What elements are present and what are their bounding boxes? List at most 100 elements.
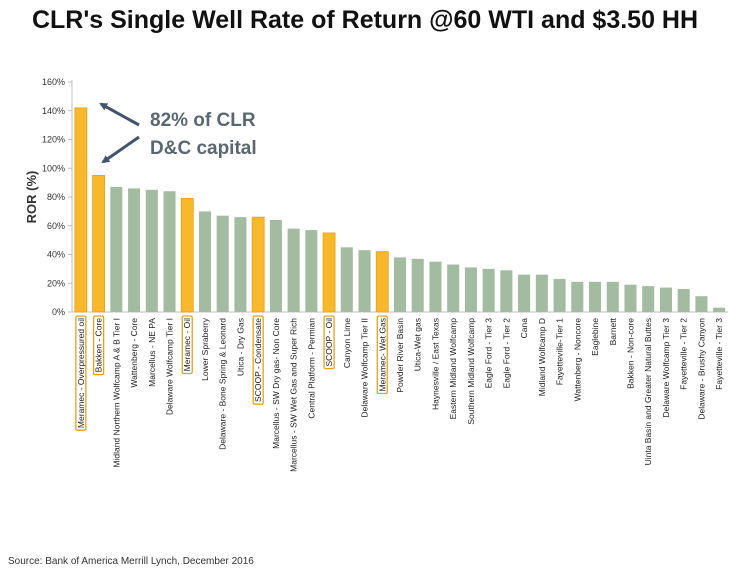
category-label: Midland Northern Wolfcamp A & B Tier I xyxy=(111,318,121,468)
category-label: Haynesville / East Texas xyxy=(430,318,440,410)
bar xyxy=(358,250,371,312)
category-label: Delaware Wolfcamp Tier I xyxy=(165,318,175,415)
category-label: Bakken - Core xyxy=(94,318,104,373)
bar xyxy=(234,217,247,313)
category-label: Wattenberg - Core xyxy=(129,318,139,388)
category-label: Meramec- Wet Gas xyxy=(377,318,387,392)
y-tick-label: 100% xyxy=(42,163,65,173)
bar xyxy=(128,188,141,313)
category-label: Southern Midland Wolfcamp xyxy=(466,318,476,425)
category-label: SCOOP - Condensate xyxy=(253,318,263,402)
annotation-text: D&C capital xyxy=(150,138,257,159)
category-label: Canyon Lime xyxy=(342,318,352,368)
bar xyxy=(269,220,282,312)
chart-title: CLR's Single Well Rate of Return @60 WTI… xyxy=(31,6,699,34)
bar xyxy=(216,215,229,312)
bar xyxy=(482,268,495,313)
bar xyxy=(74,107,88,313)
y-tick-label: 160% xyxy=(42,77,65,87)
bar xyxy=(624,284,637,312)
category-label: Barnett xyxy=(608,317,618,345)
bar xyxy=(180,198,194,313)
category-label: Fayetteville-Tier 1 xyxy=(555,318,565,386)
category-labels: Meramec - Overpressured oil Bakken - Core… xyxy=(75,315,724,472)
bar xyxy=(340,247,353,312)
category-label: Delaware Wolfcamp Tier II xyxy=(360,318,370,418)
category-label: Utica - Dry Gas xyxy=(235,318,245,376)
category-label: Powder River Basin xyxy=(395,318,405,393)
annotation-arrow xyxy=(101,135,140,164)
category-label: Fayetteville - Tier 3 xyxy=(714,318,724,390)
category-label: Bakken - Non-core xyxy=(625,318,635,389)
category-label: Delaware - Bone Spring & Leonard xyxy=(218,318,228,450)
bar xyxy=(447,264,460,312)
bar xyxy=(163,191,176,312)
bar xyxy=(110,186,123,312)
category-label: Wattenberg - Noncore xyxy=(572,318,582,402)
bar xyxy=(500,270,513,312)
annotation-arrow xyxy=(99,102,140,127)
highlight-label-box xyxy=(92,315,105,376)
category-label: Eaglebine xyxy=(590,318,600,356)
y-tick-label: 20% xyxy=(47,278,65,288)
category-label: Marcellus - SW Wet Gas and Super Rich xyxy=(289,318,299,472)
bar xyxy=(518,274,531,313)
category-label: Marcellus - NE PA xyxy=(147,318,157,387)
y-tick-label: 0% xyxy=(52,307,65,317)
bar xyxy=(287,228,300,313)
bar xyxy=(305,230,318,312)
category-label: Midland Wolfcamp D xyxy=(537,318,547,396)
bar xyxy=(429,261,442,312)
category-label: Meramec - Overpressured oil xyxy=(76,318,86,428)
bar xyxy=(411,258,424,312)
highlight-label-box xyxy=(252,315,264,405)
category-label: Eastern Midland Wolfcamp xyxy=(448,318,458,420)
bar xyxy=(642,286,655,313)
bar xyxy=(393,257,407,313)
bar xyxy=(322,232,336,313)
highlight-label-box xyxy=(376,315,388,395)
bar xyxy=(145,189,158,312)
highlight-label-box xyxy=(75,315,87,431)
highlight-label-box xyxy=(323,315,335,370)
category-label: Marcellus - SW Dry gas- Non Core xyxy=(271,318,281,449)
category-label: Cana xyxy=(519,318,529,339)
category-label: Fayetteville - Tier 2 xyxy=(679,318,689,390)
y-axis-label: ROR (%) xyxy=(24,171,39,224)
highlight-label-box xyxy=(181,315,193,375)
y-tick-label: 80% xyxy=(47,192,65,202)
category-label: Utica-Wet gas xyxy=(413,318,423,371)
y-tick-label: 60% xyxy=(47,221,65,231)
bar xyxy=(92,175,106,313)
source-note: Source: Bank of America Merrill Lynch, D… xyxy=(8,556,254,567)
bar xyxy=(713,307,726,312)
category-label: Lower Spraberry xyxy=(200,317,210,381)
annotations: 82% of CLR D&C capital xyxy=(99,102,257,164)
bar xyxy=(571,281,584,312)
bar xyxy=(251,216,265,313)
y-tick-label: 120% xyxy=(42,135,65,145)
category-label: Eagle Ford - Tier 3 xyxy=(484,318,494,389)
bar xyxy=(375,251,389,313)
bar xyxy=(464,267,477,312)
bar xyxy=(589,281,602,312)
bar xyxy=(695,296,708,312)
bars xyxy=(74,107,726,313)
category-label: SCOOP - Oil xyxy=(324,318,334,367)
bar xyxy=(535,274,548,313)
category-label: Uinta Basin and Greater Natural Buttes xyxy=(643,318,653,465)
bar xyxy=(677,289,690,312)
category-label: Delaware - Brushy Canyon xyxy=(696,318,706,420)
y-tick-label: 140% xyxy=(42,106,65,116)
category-label: Meramec - Oil xyxy=(182,318,192,371)
bar xyxy=(198,211,211,313)
category-label: Delaware Wolfcamp Tier 3 xyxy=(661,318,671,418)
category-label: Eagle Ford - Tier 2 xyxy=(501,318,511,389)
bar xyxy=(606,281,619,312)
category-label: Central Platform - Permian xyxy=(306,318,316,419)
bar xyxy=(553,278,566,312)
bar xyxy=(659,287,672,312)
y-tick-label: 40% xyxy=(47,250,65,260)
annotation-text: 82% of CLR xyxy=(150,110,256,131)
